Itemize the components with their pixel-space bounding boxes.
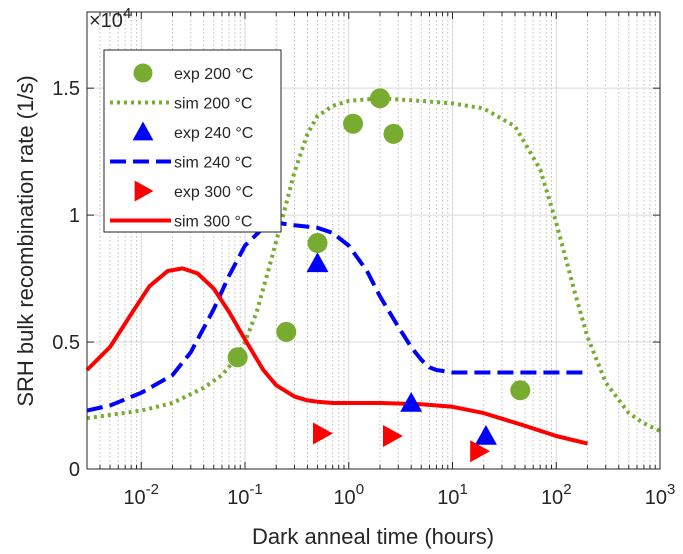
y-tick-label: 1: [69, 205, 80, 227]
x-tick-label: 10-2: [123, 481, 159, 509]
x-tick-base: 10: [541, 487, 563, 509]
axis-ticks: [86, 12, 661, 470]
legend: exp 200 °C sim 200 °C exp 240 °C sim 240 °C…: [103, 49, 282, 233]
data-point-0: [276, 321, 297, 342]
legend-label-1: sim 200 °C: [174, 96, 252, 113]
y-tick-label: 0: [69, 459, 80, 481]
x-tick-exponent: 1: [459, 481, 467, 498]
y-axis-label: SRH bulk recombination rate (1/s): [13, 75, 38, 406]
data-point-4: [313, 422, 333, 445]
data-point-0: [227, 347, 248, 368]
data-point-2: [400, 391, 423, 412]
legend-label-2: exp 240 °C: [174, 125, 253, 142]
x-tick-base: 10: [333, 487, 355, 509]
data-point-4: [470, 440, 490, 463]
data-point-0: [383, 123, 404, 144]
y-multiplier: ×104: [89, 5, 131, 32]
legend-label-0: exp 200 °C: [174, 66, 253, 83]
x-tick-exponent: 3: [667, 481, 675, 498]
legend-box: [103, 49, 282, 233]
x-tick-exponent: -1: [249, 481, 262, 498]
data-point-2: [474, 424, 497, 445]
x-axis-label: Dark anneal time (hours): [252, 524, 494, 549]
x-tick-base: 10: [227, 487, 249, 509]
x-tick-base: 10: [645, 487, 667, 509]
x-tick-label: 101: [437, 481, 468, 509]
series-line-5: [85, 266, 588, 446]
y-tick-label: 0.5: [52, 332, 80, 354]
x-tick-label: 103: [645, 481, 676, 509]
legend-marker-0: [133, 63, 153, 83]
x-tick-exponent: 2: [563, 481, 571, 498]
axes-frame: [86, 11, 661, 470]
data-point-0: [343, 113, 364, 134]
series-line-3: [86, 220, 588, 413]
legend-marker-4: [134, 180, 154, 202]
y-tick-label: 1.5: [52, 78, 80, 100]
x-tick-exponent: -2: [146, 481, 159, 498]
legend-label-5: sim 300 °C: [174, 214, 252, 231]
data-point-2: [306, 252, 329, 273]
data-point-0: [510, 380, 531, 401]
x-tick-label: 100: [333, 481, 364, 509]
data-point-0: [369, 88, 390, 109]
x-tick-base: 10: [437, 487, 459, 509]
legend-label-4: exp 300 °C: [174, 184, 253, 201]
legend-marker-2: [132, 121, 154, 141]
data-point-4: [383, 424, 403, 447]
x-tick-base: 10: [123, 487, 145, 509]
x-tick-exponent: 0: [356, 481, 364, 498]
x-tick-label: 10-1: [227, 481, 263, 509]
data-point-0: [307, 233, 328, 254]
x-tick-label: 102: [541, 481, 572, 509]
series-line-1: [86, 96, 661, 433]
plot-area: [85, 88, 661, 463]
legend-label-3: sim 240 °C: [174, 155, 252, 172]
